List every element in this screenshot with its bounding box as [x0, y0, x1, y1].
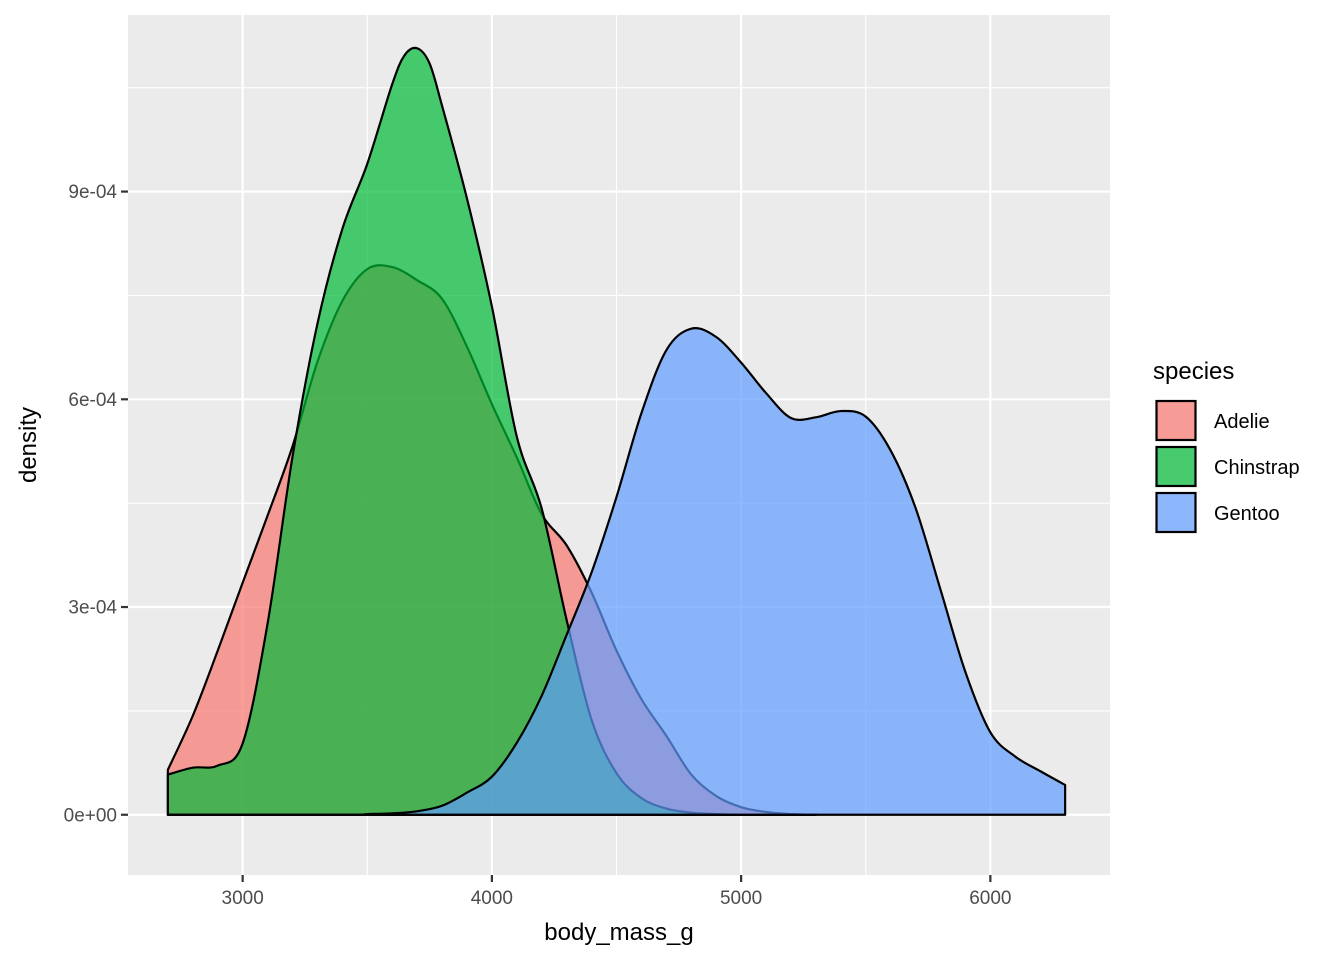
density-areas [166, 46, 1067, 816]
legend-label-chinstrap: Chinstrap [1214, 457, 1300, 479]
x-axis-title: body_mass_g [544, 919, 693, 946]
legend: species Adelie Chinstrap Gentoo [1153, 358, 1300, 534]
y-axis: 0e+00 3e-04 6e-04 9e-04 [64, 182, 128, 826]
x-axis: 3000 4000 5000 6000 [222, 875, 1012, 909]
y-tick-label: 9e-04 [68, 182, 117, 203]
legend-swatch-chinstrap [1155, 445, 1197, 488]
x-tick-label: 4000 [471, 888, 513, 909]
legend-title: species [1153, 358, 1234, 385]
x-tick-label: 5000 [720, 888, 762, 909]
density-outline-gentoo [166, 327, 1067, 816]
legend-swatch-adelie [1155, 399, 1197, 442]
density-area-gentoo [167, 328, 1066, 815]
x-tick-label: 3000 [222, 888, 264, 909]
legend-label-gentoo: Gentoo [1214, 503, 1280, 525]
y-tick-label: 3e-04 [68, 598, 117, 619]
y-axis-title: density [15, 407, 42, 483]
legend-label-adelie: Adelie [1214, 411, 1270, 433]
y-tick-label: 6e-04 [68, 390, 117, 411]
density-area-chinstrap [167, 47, 816, 815]
x-tick-label: 6000 [969, 888, 1011, 909]
legend-swatch-gentoo [1155, 491, 1197, 534]
y-tick-label: 0e+00 [64, 805, 117, 826]
